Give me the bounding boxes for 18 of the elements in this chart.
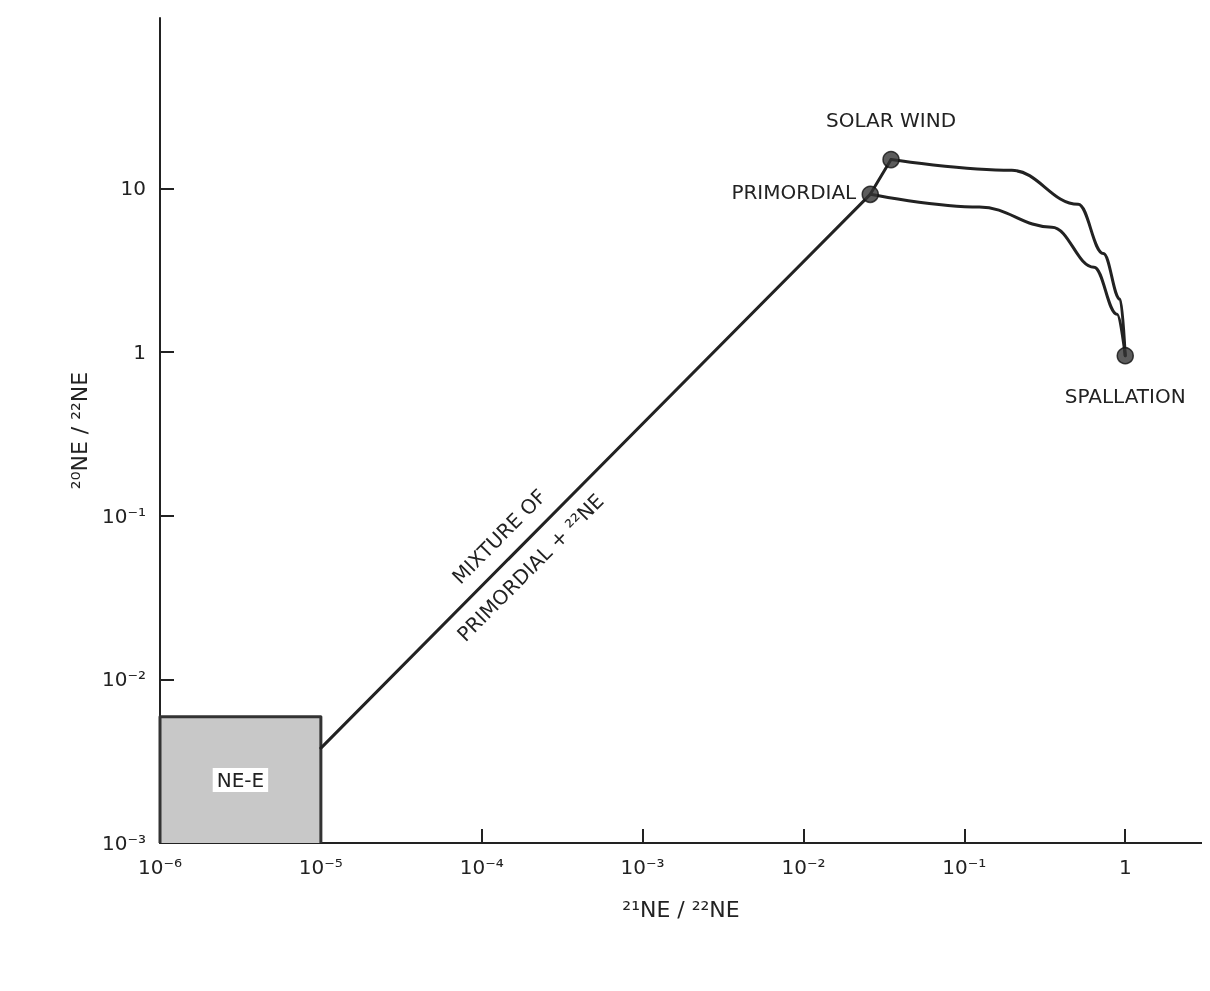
y-tick-label: 10⁻³ [101,831,146,855]
x-tick-label: 10⁻⁶ [137,855,183,879]
y-tick-label: 10 [120,176,146,201]
x-tick-label: 10⁻¹ [942,855,987,879]
y-tick-label: 10⁻¹ [101,503,146,528]
annotation: SOLAR WIND [826,107,957,132]
x-tick-label: 1 [1118,855,1132,879]
y-tick-label: 1 [133,340,146,365]
annotation: SPALLATION [1064,383,1186,408]
y-axis-title: ²⁰NE / ²²NE [66,371,92,490]
series-label: NE-E [216,767,265,792]
y-tick-label: 10⁻² [101,667,146,692]
x-tick-label: 10⁻⁴ [459,855,504,879]
x-tick-label: 10⁻² [781,855,826,879]
x-axis-title: ²¹NE / ²²NE [622,896,740,922]
x-tick-label: 10⁻⁵ [298,855,343,879]
x-tick-label: 10⁻³ [620,855,665,879]
annotation: PRIMORDIAL [731,180,858,205]
